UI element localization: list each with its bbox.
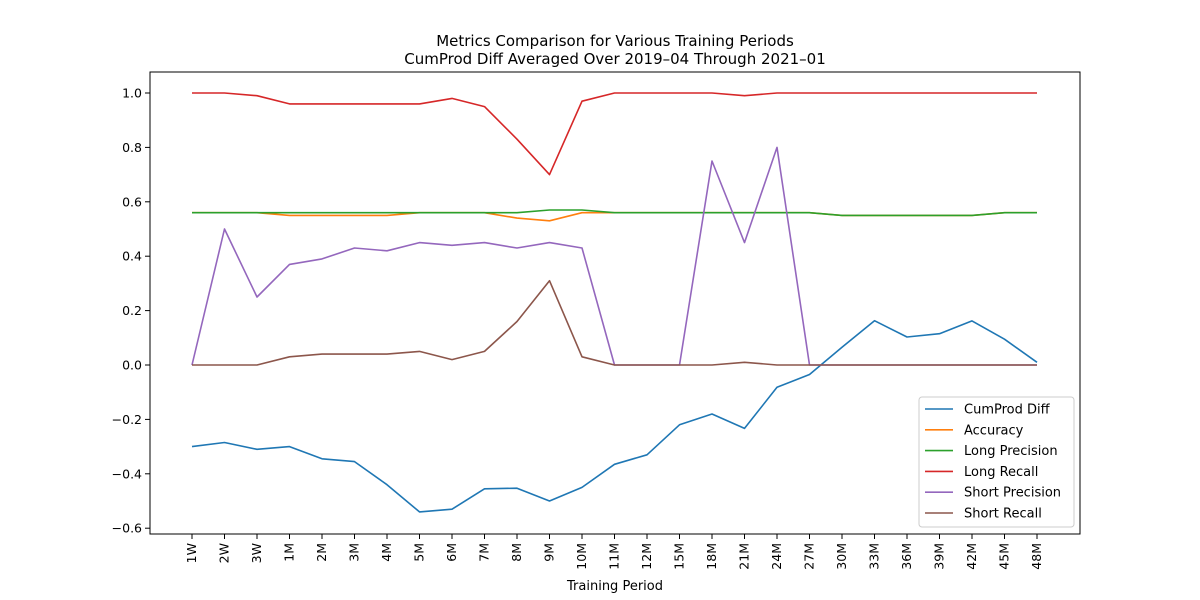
x-tick-label: 4M — [379, 543, 394, 562]
x-axis: 1W 2W 3W 1M 2M 3M 4M 5M 6M 7M 8M 9M 10M 11M 12M 15M 18M 2… — [184, 534, 1044, 570]
legend: CumProd Diff Accuracy Long Precision Long R… — [918, 396, 1075, 528]
x-tick-label: 6M — [444, 543, 459, 562]
plot-area — [191, 92, 1038, 513]
y-tick-label: 1.0 — [122, 86, 142, 101]
y-tick-label: −0.6 — [112, 521, 142, 536]
x-tick-label: 45M — [997, 543, 1012, 570]
series-line-cumprod-diff — [191, 319, 1038, 513]
x-tick-label: 2M — [314, 543, 329, 562]
y-tick-label: 0.8 — [122, 140, 142, 155]
x-tick-label: 9M — [542, 543, 557, 562]
x-tick-label: 8M — [509, 543, 524, 562]
y-axis: −0.6 −0.4 −0.2 0.0 0.2 0.4 0.6 0.8 1.0 — [112, 86, 150, 536]
x-tick-label: 39M — [932, 543, 947, 570]
series-line-short-precision — [191, 146, 1037, 366]
x-tick-label: 11M — [607, 543, 622, 570]
series-line-long-recall — [192, 92, 1037, 176]
x-tick-label: 48M — [1029, 543, 1044, 570]
chart-title: Metrics Comparison for Various Training … — [436, 32, 794, 50]
x-tick-label: 36M — [899, 543, 914, 570]
legend-entry: Long Recall — [964, 465, 1038, 480]
x-tick-label: 30M — [834, 543, 849, 570]
x-tick-label: 2W — [217, 543, 232, 563]
x-tick-label: 5M — [412, 543, 427, 562]
y-tick-label: 0.4 — [122, 249, 142, 264]
legend-box — [918, 396, 1075, 528]
y-tick-label: −0.4 — [112, 466, 142, 481]
chart-subtitle: CumProd Diff Averaged Over 2019–04 Throu… — [404, 50, 826, 68]
x-tick-label: 33M — [867, 543, 882, 570]
y-tick-label: 0.0 — [122, 358, 142, 373]
legend-entry: Accuracy — [964, 423, 1024, 438]
x-tick-label: 18M — [704, 543, 719, 570]
series-line-long-precision — [192, 209, 1037, 217]
x-tick-label: 1W — [184, 543, 199, 563]
x-tick-label: 1M — [282, 543, 297, 562]
x-tick-label: 7M — [477, 543, 492, 562]
x-tick-label: 10M — [574, 543, 589, 570]
x-tick-label: 42M — [964, 543, 979, 570]
x-tick-label: 15M — [672, 543, 687, 570]
y-tick-label: −0.2 — [112, 412, 142, 427]
y-tick-label: 0.2 — [122, 303, 142, 318]
x-axis-label: Training Period — [566, 579, 663, 594]
series-line-accuracy — [192, 211, 1037, 222]
x-tick-label: 27M — [802, 543, 817, 570]
legend-entry: Short Recall — [964, 507, 1042, 522]
x-tick-label: 24M — [769, 543, 784, 570]
x-tick-label: 21M — [737, 543, 752, 570]
legend-entry: Long Precision — [964, 444, 1058, 459]
x-tick-label: 3W — [249, 543, 264, 563]
legend-entry: CumProd Diff — [964, 403, 1051, 418]
series-line-short-recall — [192, 279, 1037, 366]
x-tick-label: 3M — [347, 543, 362, 562]
legend-entry: Short Precision — [964, 486, 1061, 501]
x-tick-label: 12M — [639, 543, 654, 570]
y-tick-label: 0.6 — [122, 194, 142, 209]
